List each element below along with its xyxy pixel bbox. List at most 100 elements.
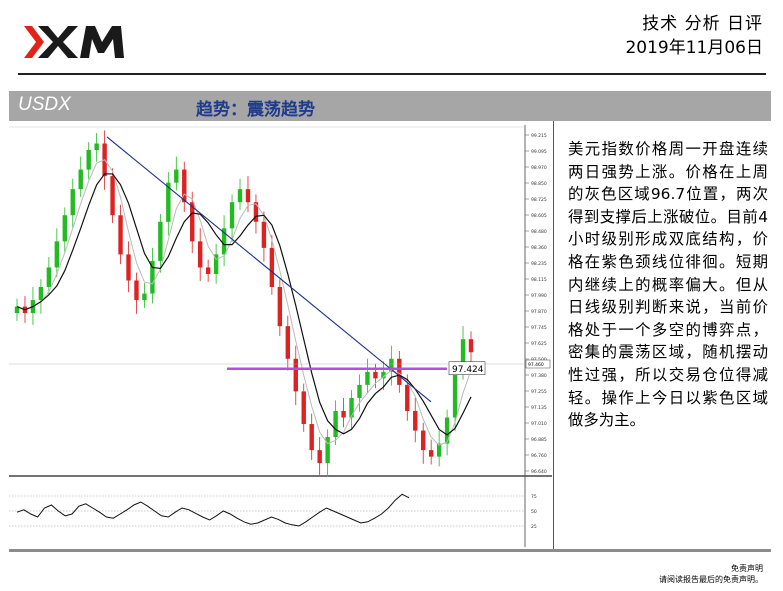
- header-rule: [18, 73, 766, 75]
- candle-body: [221, 228, 227, 255]
- oscillator-tick-label: 25: [531, 524, 537, 530]
- moving-average-dark: [16, 173, 472, 436]
- candle-body: [397, 358, 402, 385]
- candle-body: [86, 150, 91, 170]
- candle-body: [365, 371, 370, 385]
- candle-body: [245, 189, 251, 203]
- candle-body: [118, 215, 123, 255]
- candle-body: [389, 358, 394, 372]
- candle-body: [452, 371, 458, 418]
- usdx-chart: 99.215 99.095 98.970 98.850 98.725 98.605 98.4…: [9, 121, 552, 551]
- oscillator-line: [16, 493, 410, 527]
- candle-body: [62, 215, 67, 242]
- bottom-rule: [9, 549, 771, 552]
- candle-body: [357, 384, 362, 398]
- y-tick-label: 98.970: [531, 165, 547, 171]
- y-tick-label: 96.760: [531, 453, 547, 459]
- candle-body: [70, 189, 75, 216]
- disclaimer-title: 免责声明: [731, 564, 763, 573]
- candle-body: [158, 221, 163, 261]
- neckline-label: 97.424: [452, 365, 484, 375]
- candle-body: [317, 450, 322, 464]
- y-tick-label: 99.215: [531, 133, 547, 139]
- y-tick-label: 97.135: [531, 405, 547, 411]
- y-tick-label: 96.640: [531, 469, 547, 475]
- y-tick-label: 96.885: [531, 437, 547, 443]
- plot-background: [9, 121, 525, 551]
- candle-body: [229, 202, 235, 229]
- moving-average-light: [16, 159, 472, 446]
- title-banner: USDX 趋势：震荡趋势: [9, 91, 771, 121]
- candle-body: [166, 182, 171, 222]
- trend-label: 趋势：震荡趋势: [196, 100, 315, 120]
- candle-body: [213, 254, 219, 274]
- candle-body: [94, 143, 99, 151]
- current-price-box: [525, 359, 551, 369]
- candle-body: [436, 443, 442, 457]
- y-tick-label: 97.255: [531, 389, 547, 395]
- candle-body: [14, 306, 20, 314]
- candle-body: [341, 410, 346, 418]
- candle-body: [309, 424, 314, 451]
- report-header: 技术 分析 日评 2019年11月06日: [625, 12, 763, 60]
- xm-logo: [24, 26, 124, 58]
- candle-body: [150, 260, 155, 294]
- oscillator-tick-label: 75: [531, 494, 537, 500]
- candle-body: [261, 221, 267, 248]
- candle-body: [269, 247, 275, 288]
- y-tick-label: 98.850: [531, 181, 547, 187]
- candle-body: [444, 417, 450, 444]
- symbol-label: USDX: [18, 94, 71, 115]
- candle-body: [421, 430, 426, 451]
- candle-body: [110, 176, 115, 216]
- candle-body: [460, 339, 466, 372]
- y-tick-label: 98.605: [531, 213, 547, 219]
- candle-body: [285, 326, 291, 359]
- disclaimer-note: 请阅读报告最后的免责声明。: [659, 575, 763, 584]
- candle-body: [325, 437, 330, 464]
- candle-body: [381, 371, 386, 379]
- candle-body: [349, 397, 354, 418]
- candle-body: [253, 202, 259, 222]
- candle-body: [237, 189, 243, 203]
- y-tick-label: 98.725: [531, 197, 547, 203]
- disclaimer: 免责声明 请阅读报告最后的免责声明。: [659, 563, 763, 585]
- candle-body: [54, 241, 60, 268]
- oscillator-tick-label: 50: [531, 509, 537, 515]
- y-tick-label: 98.115: [531, 277, 547, 283]
- candle-body: [405, 384, 410, 411]
- candle-body: [413, 410, 418, 431]
- candle-body: [428, 450, 434, 457]
- candle-body: [468, 339, 474, 353]
- y-tick-label: 98.235: [531, 261, 547, 267]
- candle-body: [197, 241, 203, 268]
- candle-body: [190, 202, 195, 242]
- candle-body: [142, 293, 147, 301]
- y-tick-label: 97.990: [531, 293, 547, 299]
- y-tick-label: 97.870: [531, 309, 547, 315]
- report-date: 2019年11月06日: [625, 38, 763, 58]
- candle-body: [373, 371, 378, 379]
- candle-body: [46, 267, 52, 288]
- report-section: 技术 分析 日评: [642, 14, 763, 34]
- candle-body: [182, 169, 187, 203]
- descending-trendline: [106, 136, 432, 403]
- y-tick-label: 97.745: [531, 325, 547, 331]
- y-tick-label: 98.480: [531, 229, 547, 235]
- candle-body: [78, 169, 83, 190]
- y-tick-label: 99.095: [531, 149, 547, 155]
- candle-body: [333, 410, 338, 438]
- neckline-label-box: [448, 361, 486, 375]
- panel-divider: [553, 121, 554, 551]
- analysis-text: 美元指数价格周一开盘连续两日强势上涨。价格在上周的灰色区域96.7位置，两次得到…: [568, 140, 768, 430]
- y-tick-label: 97.625: [531, 341, 547, 347]
- y-tick-label: 97.010: [531, 421, 547, 427]
- candle-body: [134, 280, 139, 301]
- candle-body: [126, 254, 131, 281]
- y-tick-label: 97.380: [531, 373, 547, 379]
- candle-body: [301, 391, 306, 425]
- current-price-label: 97.460: [528, 362, 544, 368]
- candle-body: [38, 287, 44, 301]
- candle-body: [293, 358, 298, 392]
- candle-body: [205, 267, 211, 274]
